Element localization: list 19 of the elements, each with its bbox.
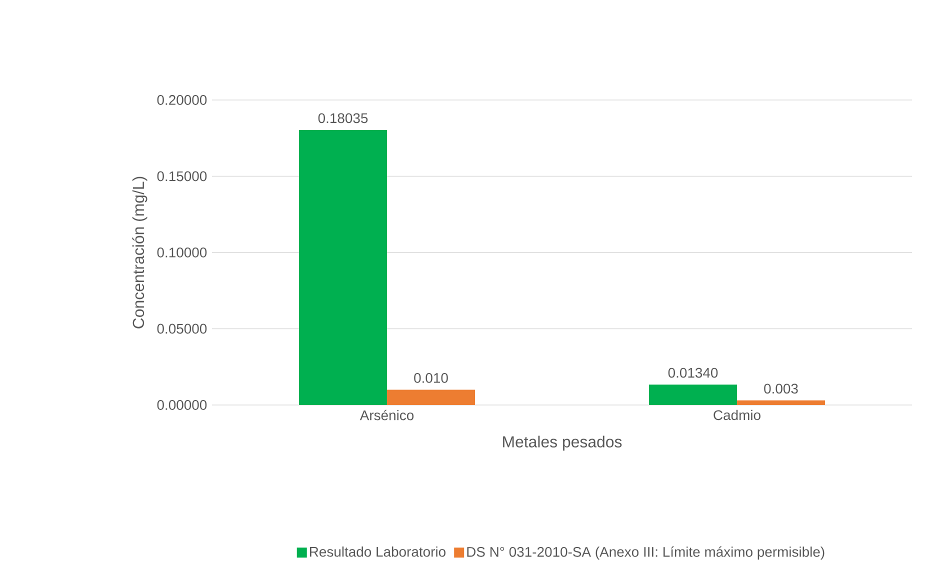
data-label: 0.010: [414, 373, 448, 383]
legend-label: DS N° 031-2010-SA (Anexo III: Límite máximo permisible): [467, 546, 824, 560]
y-tick-label: 0.20000: [157, 95, 207, 105]
x-tick-label: Cadmio: [714, 410, 760, 420]
data-label: 0.01340: [668, 368, 718, 378]
y-tick-label: 0.00000: [157, 400, 207, 410]
bar: [737, 400, 826, 405]
x-axis-title: Metales pesados: [503, 436, 622, 451]
y-tick-label: 0.10000: [157, 248, 207, 258]
legend-label: Resultado Laboratorio: [310, 546, 446, 557]
x-tick-label: Arsénico: [360, 410, 414, 420]
y-axis-title: Concentración (mg/L): [132, 176, 148, 328]
bar: [299, 130, 388, 405]
y-tick-label: 0.05000: [157, 324, 207, 334]
data-label: 0.003: [764, 384, 798, 394]
bar: [387, 390, 476, 405]
y-tick-label: 0.15000: [157, 171, 207, 182]
data-label: 0.18035: [318, 113, 368, 124]
bar: [649, 384, 738, 405]
